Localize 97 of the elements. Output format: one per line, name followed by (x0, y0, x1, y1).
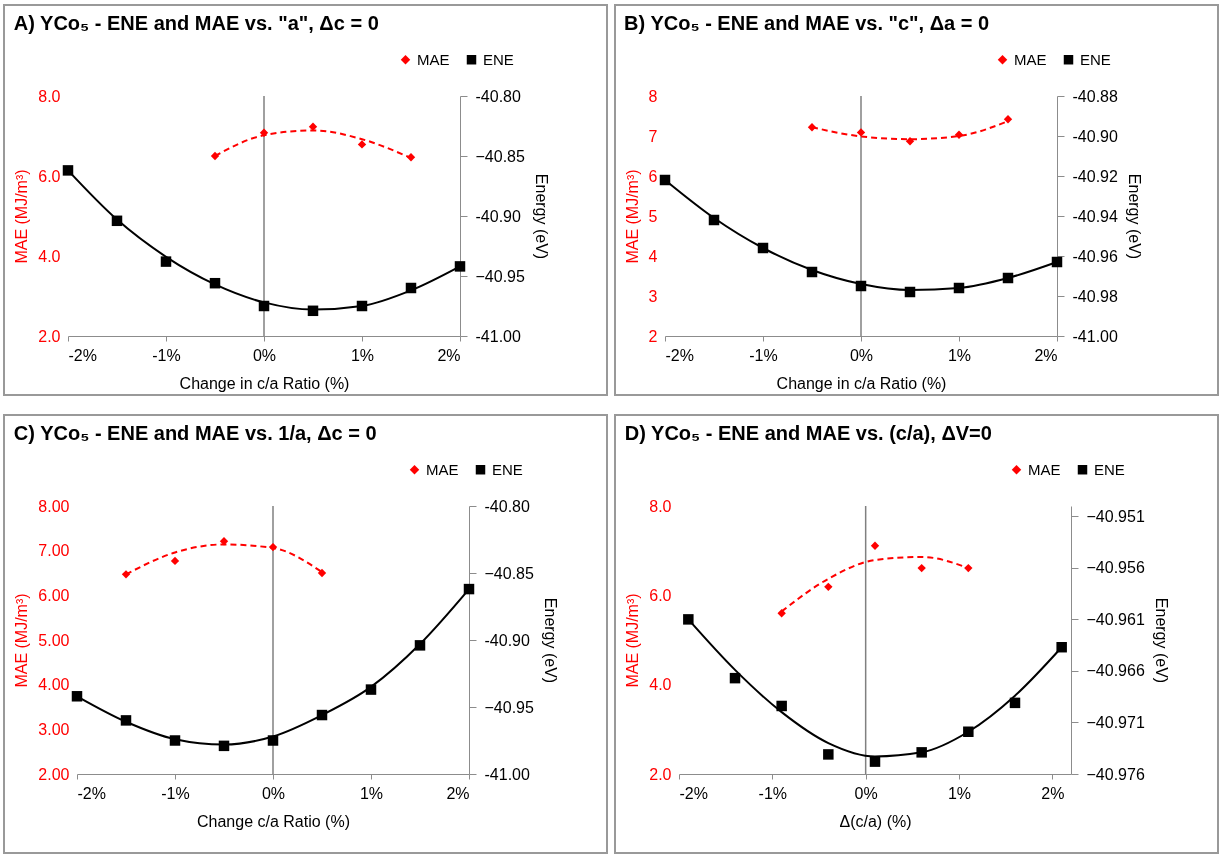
y-tick-label: 5.00 (38, 631, 70, 649)
x-tick-label: 2% (446, 784, 470, 802)
y2-tick-label: -41.00 (1072, 327, 1118, 345)
y-tick-label: 7.00 (38, 542, 70, 560)
point (917, 563, 926, 573)
x-tick-label: -1% (758, 784, 788, 802)
y2-axis-title: Energy (eV) (541, 597, 559, 684)
y-axis-title: MAE (MJ/m³) (623, 169, 641, 264)
y2-tick-label: −40.971 (1086, 713, 1145, 731)
y-tick-label: 6 (648, 167, 658, 185)
legend-label: ENE (1094, 460, 1125, 478)
y-tick-label: 5 (648, 207, 658, 225)
x-tick-label: 2% (437, 346, 461, 364)
y2-tick-label: -40.88 (1072, 87, 1118, 105)
point (823, 749, 834, 760)
y-tick-label: 6.0 (38, 167, 61, 185)
y-tick-label: 4.0 (38, 247, 61, 265)
x-tick-label: 0% (854, 784, 878, 802)
y-tick-label: 6.00 (38, 586, 70, 604)
chart-title: C) YCo₅ - ENE and MAE vs. 1/a, Δc = 0 (13, 422, 377, 444)
y-axis-title: MAE (MJ/m³) (13, 593, 31, 688)
y-tick-label: 8.0 (38, 87, 61, 105)
y-tick-label: 3.00 (38, 720, 70, 738)
y2-tick-label: -40.90 (475, 207, 521, 225)
x-tick-label: -1% (749, 346, 778, 364)
y2-tick-label: −40.951 (1086, 507, 1145, 525)
y2-tick-label: −40.961 (1086, 610, 1145, 628)
y-tick-label: 4 (648, 247, 658, 265)
legend-label: MAE (417, 50, 450, 68)
y-tick-label: 8.0 (649, 497, 672, 515)
y-tick-label: 4.0 (649, 676, 672, 694)
y2-tick-label: −40.95 (475, 267, 525, 285)
y2-tick-label: -40.80 (484, 497, 530, 515)
y-tick-label: 8 (648, 87, 658, 105)
y-axis-title: MAE (MJ/m³) (624, 593, 642, 688)
chart-title: A) YCo₅ - ENE and MAE vs. "a", Δc = 0 (13, 12, 379, 34)
y2-tick-label: −40.85 (475, 147, 525, 165)
x-axis-title: Change c/a Ratio (%) (197, 812, 350, 830)
y2-tick-label: -40.96 (1072, 247, 1118, 265)
y2-tick-label: -40.90 (1072, 127, 1118, 145)
point (869, 756, 881, 767)
x-tick-label: -1% (161, 784, 190, 802)
y-axis-title: MAE (MJ/m³) (13, 169, 31, 264)
point (777, 609, 786, 618)
y2-axis-title: Energy (eV) (532, 173, 550, 260)
x-tick-label: 1% (350, 346, 375, 364)
y-tick-label: 7 (648, 127, 658, 145)
y-tick-label: 8.00 (38, 497, 70, 515)
x-tick-label: 1% (359, 784, 384, 802)
y2-tick-label: −40.966 (1086, 662, 1145, 680)
x-axis-title: Change in c/a Ratio (%) (776, 374, 947, 392)
x-tick-label: -2% (68, 346, 97, 364)
y2-axis-title: Energy (eV) (1152, 597, 1170, 684)
y-tick-label: 2.0 (38, 327, 61, 345)
x-tick-label: -2% (77, 784, 106, 802)
x-tick-label: 1% (947, 784, 972, 802)
y2-tick-label: −40.95 (484, 698, 534, 716)
y2-tick-label: −40.956 (1086, 559, 1145, 577)
y2-tick-label: -40.92 (1072, 167, 1118, 185)
y2-tick-label: -40.94 (1072, 207, 1118, 225)
legend-label: MAE (1014, 50, 1047, 68)
y2-tick-label: -41.00 (484, 765, 530, 783)
y-tick-label: 3 (648, 287, 658, 305)
x-tick-label: 2% (1041, 784, 1065, 802)
x-tick-label: 0% (252, 346, 277, 364)
legend-label: MAE (1028, 460, 1061, 478)
x-tick-label: 1% (947, 346, 972, 364)
legend-label: ENE (1080, 50, 1111, 68)
y2-tick-label: -40.80 (475, 87, 521, 105)
point (776, 700, 787, 712)
x-tick-label: -2% (665, 346, 694, 364)
y-tick-label: 2 (648, 327, 658, 345)
x-tick-label: 0% (849, 346, 874, 364)
legend-label: ENE (483, 50, 514, 68)
y2-tick-label: −40.976 (1086, 765, 1145, 783)
point (870, 541, 880, 550)
x-tick-label: -2% (679, 784, 708, 802)
x-axis-title: Change in c/a Ratio (%) (179, 374, 350, 392)
point (824, 582, 833, 592)
x-tick-label: 0% (261, 784, 286, 802)
legend-label: ENE (492, 460, 523, 478)
x-axis-title: Δ(c/a) (%) (839, 812, 912, 830)
legend-label: MAE (426, 460, 459, 478)
y-tick-label: 2.0 (649, 765, 672, 783)
y2-tick-label: -41.00 (475, 327, 521, 345)
point (683, 614, 694, 625)
y-tick-label: 2.00 (38, 765, 70, 783)
y2-tick-label: -40.98 (1072, 287, 1118, 305)
x-tick-label: 2% (1034, 346, 1058, 364)
x-tick-label: -1% (152, 346, 181, 364)
y-tick-label: 6.0 (649, 586, 672, 604)
chart-title: B) YCo₅ - ENE and MAE vs. "c", Δa = 0 (624, 12, 990, 34)
y2-tick-label: −40.85 (484, 564, 534, 582)
y2-axis-title: Energy (eV) (1125, 173, 1143, 260)
y-tick-label: 4.00 (38, 676, 70, 694)
y2-tick-label: -40.90 (484, 631, 530, 649)
chart-title: D) YCo₅ - ENE and MAE vs. (c/a), ΔV=0 (624, 422, 992, 444)
